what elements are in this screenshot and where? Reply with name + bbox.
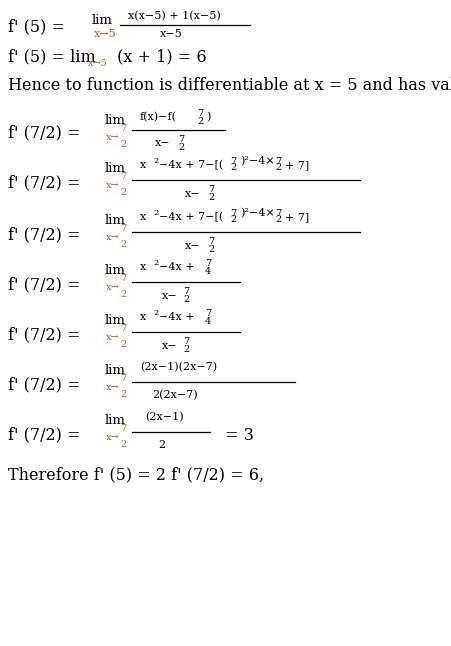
Text: 2: 2 <box>153 309 158 317</box>
Text: x→: x→ <box>106 182 120 191</box>
Text: lim: lim <box>92 14 113 26</box>
Text: −4x + 7−[(: −4x + 7−[( <box>159 212 223 222</box>
Text: x−: x− <box>185 241 201 251</box>
Text: 7: 7 <box>197 109 203 118</box>
Text: 7: 7 <box>120 424 126 433</box>
Text: 7: 7 <box>120 224 126 233</box>
Text: Therefore f' (5) = 2 f' (7/2) = 6,: Therefore f' (5) = 2 f' (7/2) = 6, <box>8 466 264 483</box>
Text: x: x <box>140 312 146 322</box>
Text: 7: 7 <box>183 337 189 346</box>
Text: f' (5) =: f' (5) = <box>8 19 70 36</box>
Text: x: x <box>140 160 146 170</box>
Text: (2x−1): (2x−1) <box>145 412 184 422</box>
Text: x−: x− <box>155 138 170 148</box>
Text: + 7]: + 7] <box>285 212 309 222</box>
Text: x→: x→ <box>106 233 120 242</box>
Text: 2: 2 <box>197 116 203 125</box>
Text: 2: 2 <box>208 244 214 253</box>
Text: lim: lim <box>105 162 126 174</box>
Text: 2: 2 <box>230 216 236 225</box>
Text: (2x−1)(2x−7): (2x−1)(2x−7) <box>140 362 217 372</box>
Text: −4x + 7−[(: −4x + 7−[( <box>159 160 223 170</box>
Text: −4x +: −4x + <box>159 262 195 272</box>
Text: (x + 1) = 6: (x + 1) = 6 <box>112 48 207 65</box>
Text: 4: 4 <box>205 317 211 326</box>
Text: 2: 2 <box>120 188 126 197</box>
Text: 7: 7 <box>120 324 126 333</box>
Text: lim: lim <box>105 364 126 377</box>
Text: 2: 2 <box>153 157 158 165</box>
Text: Hence to function is differentiable at x = 5 and has value 6.: Hence to function is differentiable at x… <box>8 76 451 94</box>
Text: + 7]: + 7] <box>285 160 309 170</box>
Text: f' (7/2) =: f' (7/2) = <box>8 227 86 244</box>
Text: 2: 2 <box>153 209 158 217</box>
Text: 4: 4 <box>205 267 211 275</box>
Text: 7: 7 <box>205 309 211 317</box>
Text: −4x +: −4x + <box>159 312 195 322</box>
Text: 2: 2 <box>183 295 189 304</box>
Text: 7: 7 <box>120 274 126 283</box>
Text: 7: 7 <box>230 156 236 165</box>
Text: 7: 7 <box>120 172 126 181</box>
Text: 2: 2 <box>275 163 281 172</box>
Text: 2: 2 <box>183 344 189 353</box>
Text: x→5: x→5 <box>94 29 117 39</box>
Text: x→: x→ <box>106 384 120 393</box>
Text: 2: 2 <box>275 216 281 225</box>
Text: f' (7/2) =: f' (7/2) = <box>8 276 86 293</box>
Text: 2: 2 <box>158 440 165 450</box>
Text: lim: lim <box>105 264 126 276</box>
Text: x: x <box>140 212 146 222</box>
Text: x−: x− <box>185 189 201 199</box>
Text: f' (7/2) =: f' (7/2) = <box>8 326 86 344</box>
Text: x→: x→ <box>106 134 120 143</box>
Text: 2: 2 <box>120 140 126 149</box>
Text: 2: 2 <box>120 290 126 299</box>
Text: 2: 2 <box>230 163 236 172</box>
Text: 7: 7 <box>183 287 189 297</box>
Text: x−5: x−5 <box>160 29 183 39</box>
Text: 2: 2 <box>208 193 214 202</box>
Text: )²−4×: )²−4× <box>240 156 275 166</box>
Text: f' (7/2) =: f' (7/2) = <box>8 174 86 191</box>
Text: f' (7/2) =: f' (7/2) = <box>8 125 86 141</box>
Text: f' (7/2) =: f' (7/2) = <box>8 426 86 444</box>
Text: x→: x→ <box>106 284 120 293</box>
Text: lim: lim <box>105 413 126 426</box>
Text: 7: 7 <box>178 134 184 143</box>
Text: lim: lim <box>105 313 126 326</box>
Text: 2: 2 <box>120 240 126 249</box>
Text: 2: 2 <box>120 390 126 399</box>
Text: x(x−5) + 1(x−5): x(x−5) + 1(x−5) <box>128 11 221 21</box>
Text: f(x)−f(: f(x)−f( <box>140 112 177 122</box>
Text: 7: 7 <box>230 209 236 218</box>
Text: 2: 2 <box>153 259 158 267</box>
Text: x→: x→ <box>106 433 120 443</box>
Text: 7: 7 <box>275 209 281 218</box>
Text: 2: 2 <box>178 143 184 152</box>
Text: = 3: = 3 <box>225 426 254 444</box>
Text: ): ) <box>206 112 210 122</box>
Text: lim: lim <box>105 213 126 227</box>
Text: 2: 2 <box>120 340 126 349</box>
Text: x→: x→ <box>106 333 120 342</box>
Text: )²−4×: )²−4× <box>240 208 275 218</box>
Text: 7: 7 <box>120 124 126 133</box>
Text: x: x <box>140 262 146 272</box>
Text: f' (5) = lim: f' (5) = lim <box>8 48 96 65</box>
Text: 7: 7 <box>205 258 211 267</box>
Text: x→5: x→5 <box>88 59 108 67</box>
Text: 7: 7 <box>120 374 126 383</box>
Text: 7: 7 <box>208 185 214 194</box>
Text: x−: x− <box>162 291 178 301</box>
Text: f' (7/2) =: f' (7/2) = <box>8 377 86 393</box>
Text: 7: 7 <box>275 156 281 165</box>
Text: x−: x− <box>162 341 178 351</box>
Text: lim: lim <box>105 114 126 127</box>
Text: 2(2x−7): 2(2x−7) <box>152 390 198 400</box>
Text: 2: 2 <box>120 440 126 449</box>
Text: 7: 7 <box>208 238 214 247</box>
